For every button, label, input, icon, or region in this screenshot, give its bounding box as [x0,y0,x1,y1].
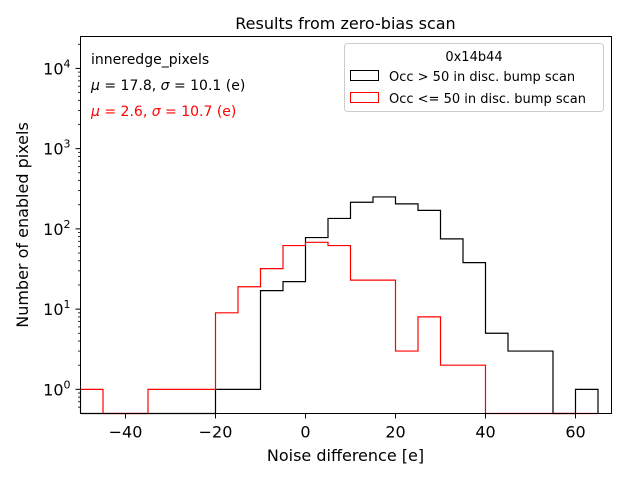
x-tick-label: −40 [109,423,143,442]
x-axis-label: Noise difference [e] [267,446,424,465]
histogram-series [79,196,599,415]
plot-frame [80,36,612,414]
y-tick-label: 100 [43,378,70,399]
x-tick-label: 60 [565,423,585,442]
mu-value: = 2.6, [100,104,152,120]
legend-swatch-occ-gt-50 [350,70,379,81]
sigma-value: = 10.1 (e) [170,78,246,94]
y-axis-label: Number of enabled pixels [13,122,32,328]
legend-box [344,43,604,112]
mu-symbol: μ [90,104,100,120]
x-axis-ticks: −40 −20 0 20 40 60 [109,413,586,442]
legend-swatch-occ-le-50 [350,92,379,103]
sigma-symbol: σ [152,104,162,120]
stats-line-occ-le-50: μ = 2.6, σ = 10.7 (e) [90,104,236,120]
x-tick-label: −20 [199,423,233,442]
stats-line-occ-gt-50: μ = 17.8, σ = 10.1 (e) [90,78,245,94]
pixel-group-label: inneredge_pixels [91,52,209,68]
y-tick-label: 104 [43,57,70,78]
histogram-series-occ-gt-50 [80,196,599,415]
x-tick-label: 40 [475,423,495,442]
legend-label-occ-le-50: Occ <= 50 in disc. bump scan [389,92,586,107]
legend: 0x14b44 Occ > 50 in disc. bump scan Occ … [344,43,604,112]
mu-symbol: μ [90,78,100,94]
y-axis-ticks: 100 101 102 103 104 [43,43,81,408]
legend-title: 0x14b44 [445,50,502,65]
sigma-value: = 10.7 (e) [161,104,237,120]
histogram-series-occ-le-50 [79,241,598,415]
y-tick-label: 101 [43,298,70,319]
mu-value: = 17.8, [100,78,161,94]
stats-annotation: inneredge_pixels μ = 17.8, σ = 10.1 (e) … [90,52,245,120]
chart-title: Results from zero-bias scan [235,14,455,33]
x-tick-label: 0 [300,423,310,442]
y-tick-label: 103 [43,138,70,159]
y-tick-label: 102 [43,218,70,239]
x-tick-label: 20 [385,423,405,442]
sigma-symbol: σ [161,78,171,94]
legend-label-occ-gt-50: Occ > 50 in disc. bump scan [389,70,575,85]
